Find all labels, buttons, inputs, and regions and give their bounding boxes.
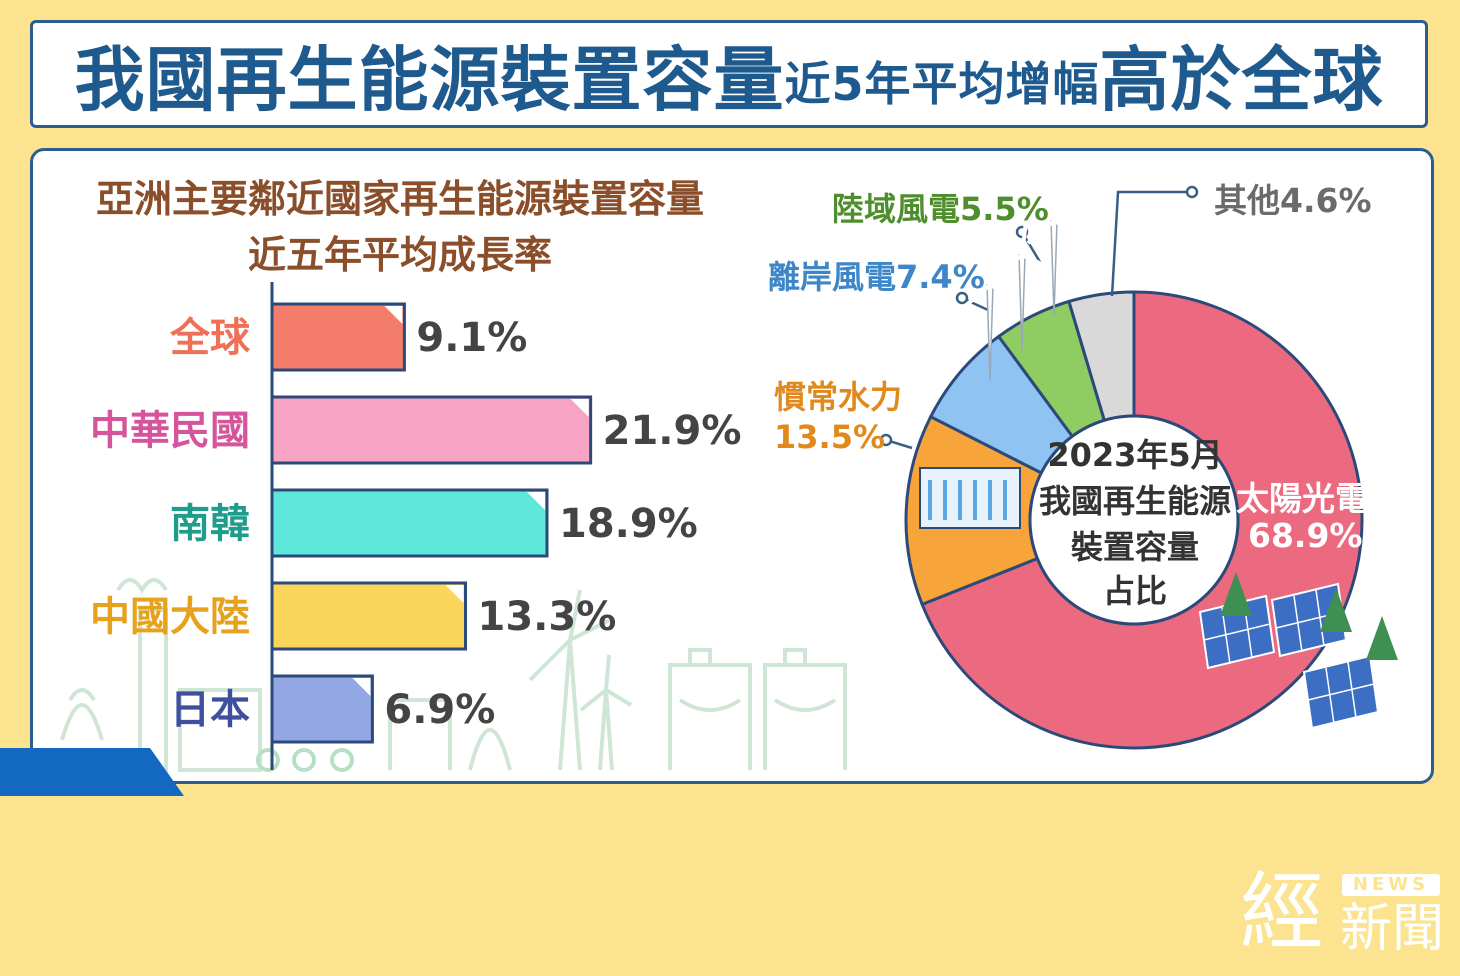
- bar: [270, 395, 593, 465]
- bar-category-label: 全球: [169, 315, 251, 361]
- bar-chart-subtitle: 近五年平均成長率: [247, 233, 552, 277]
- turbine-blades-icon: [994, 220, 1049, 279]
- slice-label-other: 其他4.6%: [1214, 181, 1372, 220]
- bar-category-label: 中國大陸: [90, 594, 250, 640]
- slice-label-onshore-wind: 陸域風電5.5%: [832, 190, 1049, 228]
- leader-dot: [879, 433, 893, 447]
- slice-label-hydro-value: 13.5%: [774, 418, 886, 456]
- bar: [270, 488, 549, 558]
- title-banner: 我國再生能源裝置容量 近5年平均增幅 高於全球: [30, 20, 1428, 128]
- page-title: 我國再生能源裝置容量 近5年平均增幅 高於全球: [33, 23, 1425, 125]
- solar-grid-icon: [1307, 661, 1375, 725]
- news-logo: 經 NEWS 新聞: [1240, 868, 1445, 964]
- donut-center-line-3: 裝置容量: [1070, 528, 1199, 566]
- bar-corner: [570, 399, 589, 417]
- tree-icon: [1366, 616, 1398, 660]
- slice-label-hydro-name: 慣常水力: [774, 378, 903, 416]
- title-mid: 近5年平均增幅: [784, 57, 1100, 111]
- donut-center-line-2: 我國再生能源: [1038, 482, 1231, 520]
- bar-value-label: 6.9%: [384, 687, 495, 733]
- bar-corner: [352, 678, 371, 696]
- bar-value-label: 18.9%: [559, 501, 698, 547]
- bar: [270, 581, 468, 651]
- dam-water-icon: [928, 480, 1007, 520]
- blue-corner-tab: [0, 748, 184, 796]
- bar-category-label: 中華民國: [90, 408, 250, 454]
- leader-dot: [955, 291, 969, 305]
- donut-center-line-4: 占比: [1102, 572, 1167, 610]
- wind-turbine-icon: [1050, 220, 1058, 317]
- bar: [270, 674, 374, 744]
- leader-dot: [1185, 185, 1199, 199]
- logo-news-tag: NEWS: [1342, 874, 1440, 896]
- tree-icon: [1220, 572, 1252, 616]
- slice-label-solar-name: 太陽光電: [1236, 479, 1368, 518]
- turbine-blades-icon: [1026, 186, 1081, 245]
- tree-icon: [1320, 588, 1352, 632]
- donut-center-line-1: 2023年5月: [1047, 436, 1223, 474]
- bar-value-label: 13.3%: [478, 594, 617, 640]
- turbine-blades-icon: [962, 250, 1017, 309]
- bar-value-label: 9.1%: [416, 315, 527, 361]
- bar-corner: [384, 306, 403, 324]
- leader-line: [1110, 190, 1192, 297]
- bar-corner: [526, 492, 545, 510]
- bar-category-label: 南韓: [170, 501, 250, 547]
- donut-hole: [1028, 414, 1240, 626]
- logo-glyph: 經: [1240, 863, 1325, 961]
- slice-label-offshore-wind: 離岸風電7.4%: [768, 258, 985, 296]
- logo-subtitle: 新聞: [1340, 899, 1445, 959]
- slice-label-solar-value: 68.9%: [1248, 516, 1363, 555]
- title-main: 我國再生能源裝置容量: [74, 38, 785, 121]
- bar: [270, 302, 406, 372]
- bar-chart-title: 亞洲主要鄰近國家再生能源裝置容量: [95, 177, 704, 221]
- bar-value-label: 21.9%: [603, 408, 742, 454]
- bar-category-label: 日本: [170, 687, 250, 733]
- title-end: 高於全球: [1099, 38, 1384, 121]
- bar-corner: [445, 585, 464, 603]
